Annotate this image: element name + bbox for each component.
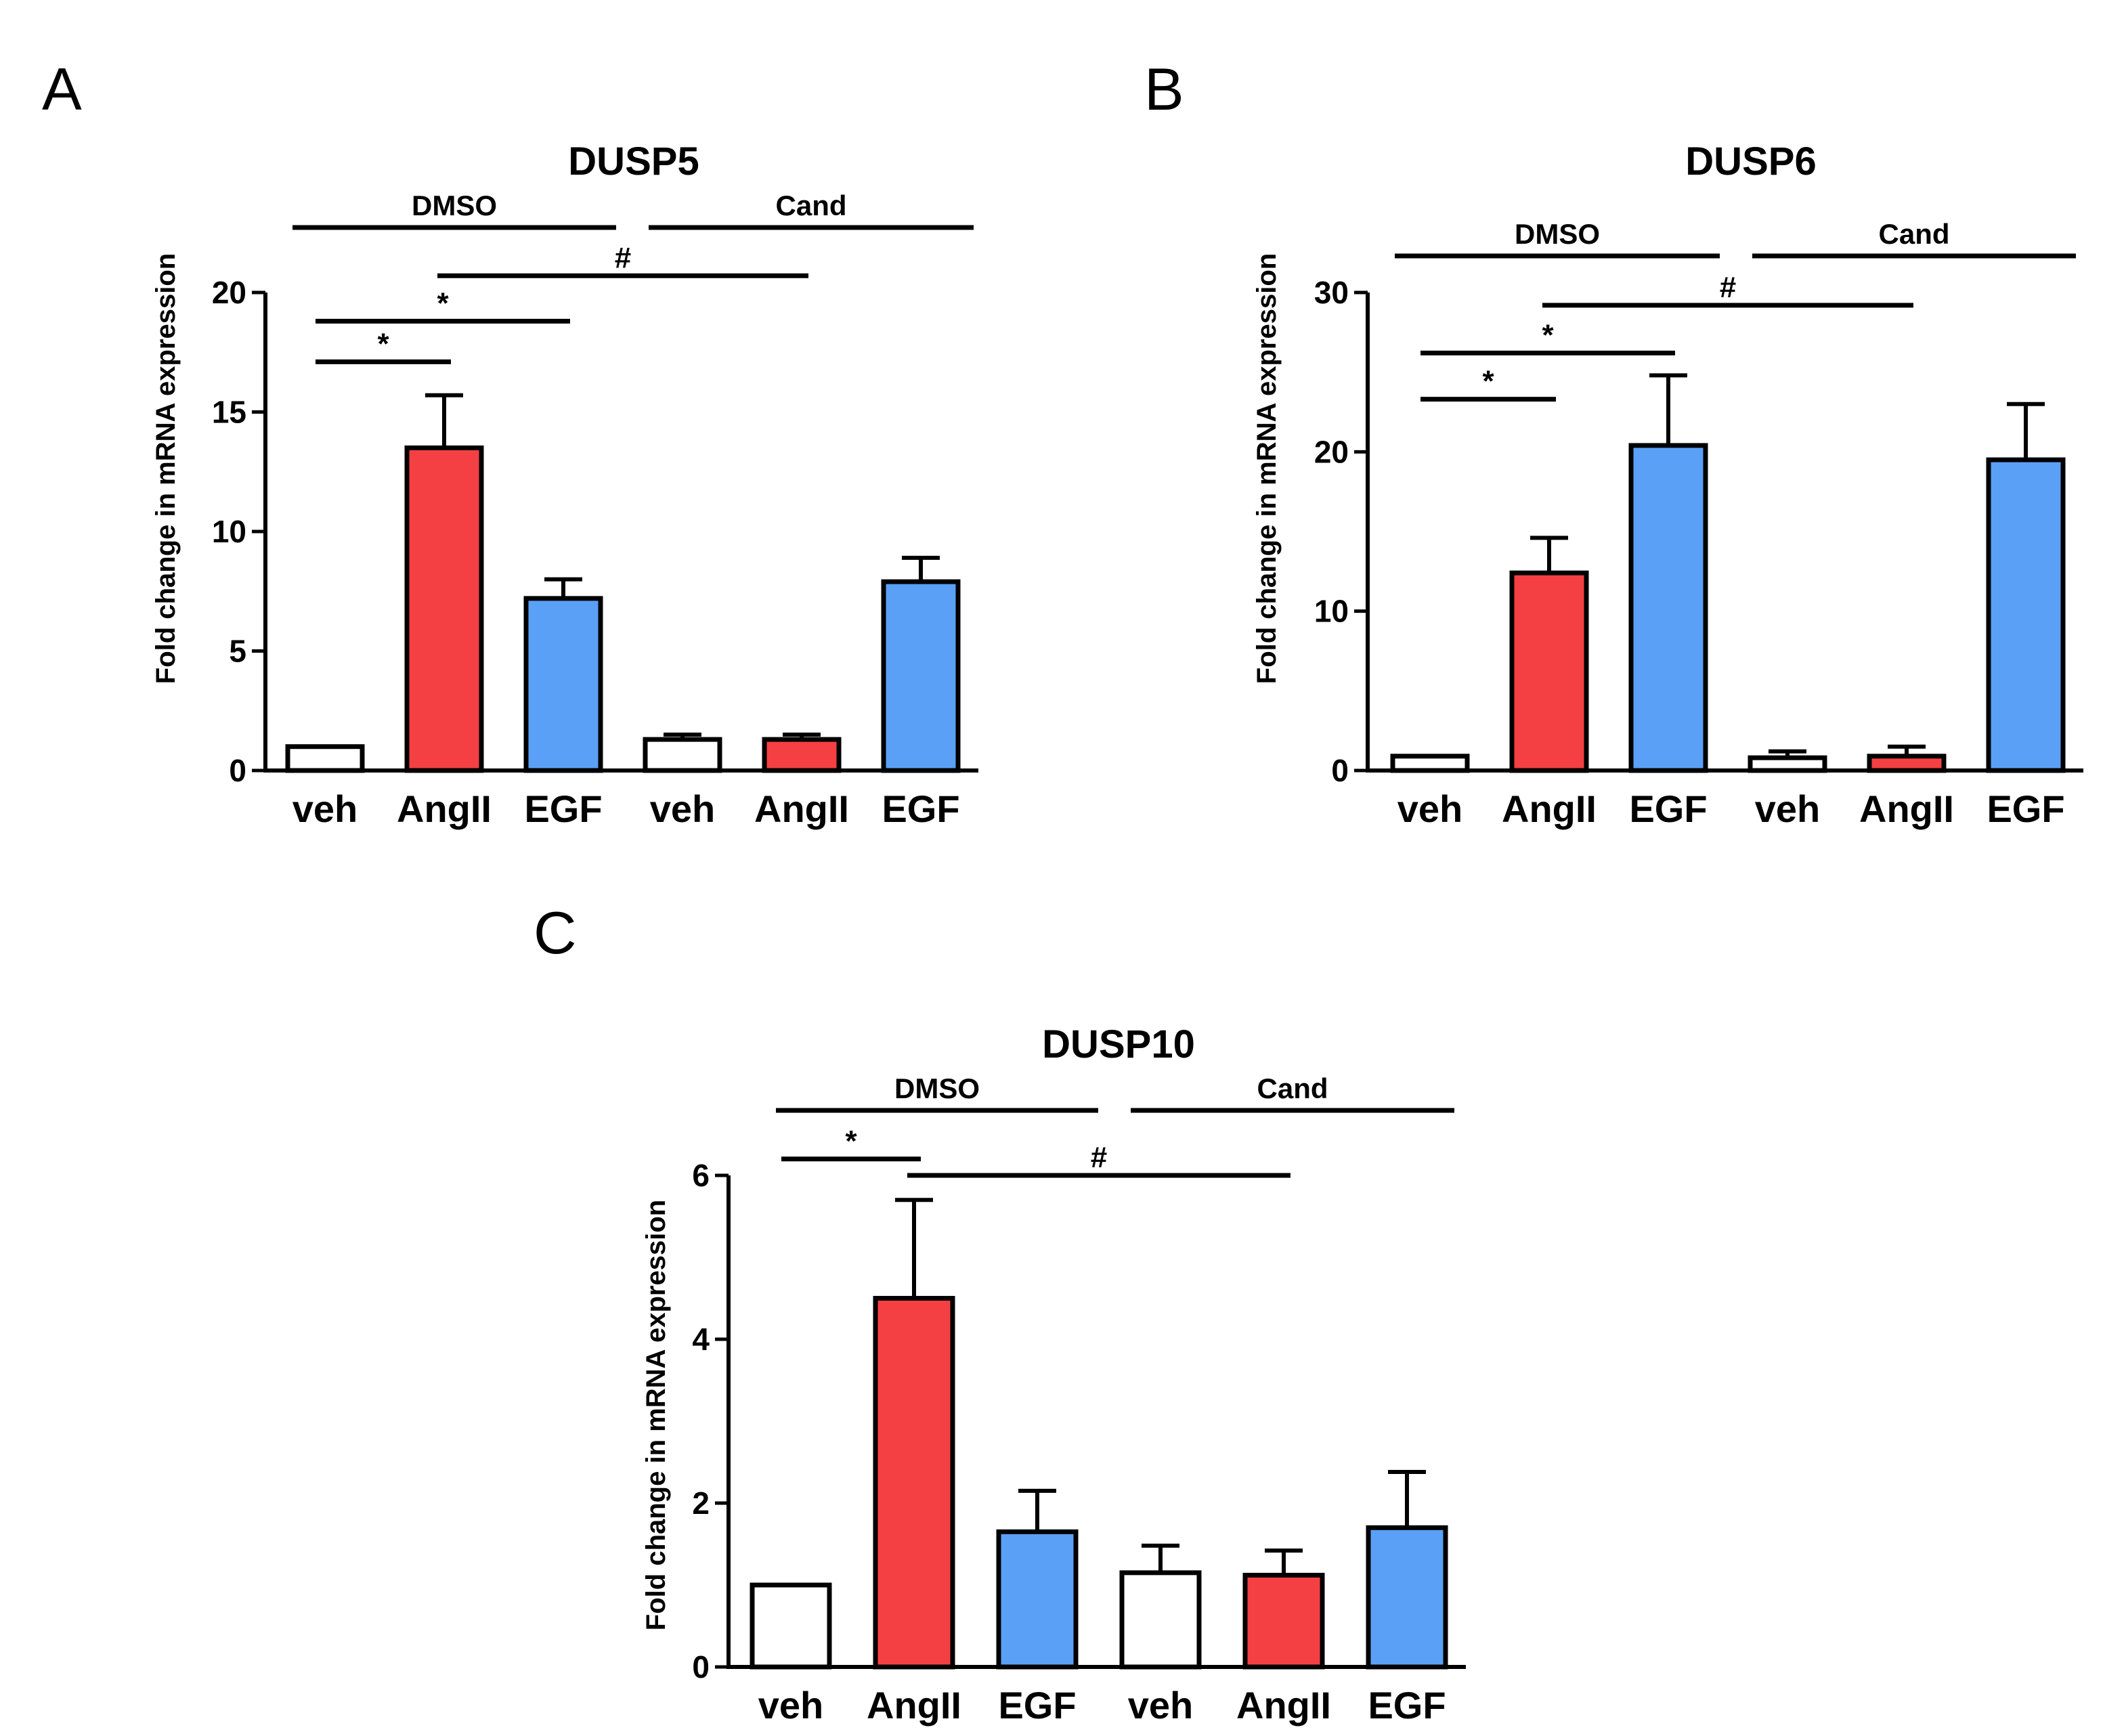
- significance-marker: *: [1542, 318, 1554, 351]
- y-tick-label: 0: [229, 753, 246, 788]
- bar: [523, 596, 603, 773]
- x-category-label: EGF: [1987, 787, 2064, 830]
- panel-letter-b: B: [1144, 56, 1184, 123]
- significance-marker: *: [377, 327, 389, 360]
- y-tick-label: 20: [1314, 434, 1349, 469]
- y-tick-label: 20: [212, 275, 246, 310]
- x-category-label: veh: [758, 1684, 824, 1727]
- group-label: DMSO: [894, 1072, 980, 1104]
- chart-title-a: DUSP5: [568, 139, 699, 183]
- chart-title-c: DUSP10: [1042, 1022, 1195, 1066]
- bar: [873, 1296, 955, 1670]
- y-tick-label: 0: [1331, 753, 1349, 788]
- y-tick-label: 5: [229, 634, 246, 669]
- panel-letter-c: C: [534, 899, 577, 966]
- significance-marker: #: [1091, 1141, 1107, 1174]
- bar: [285, 744, 365, 773]
- x-category-label: EGF: [524, 787, 602, 830]
- x-category-label: AngII: [867, 1684, 961, 1727]
- x-category-label: veh: [1128, 1684, 1194, 1727]
- bar: [1242, 1572, 1325, 1670]
- group-label: Cand: [776, 190, 847, 221]
- panel-a: A DUSP5 Fold change in mRNA expression 0…: [42, 56, 978, 830]
- y-axis-label-c: Fold change in mRNA expression: [641, 1200, 671, 1630]
- x-category-label: veh: [1397, 787, 1463, 830]
- group-label: Cand: [1257, 1072, 1328, 1104]
- x-category-label: AngII: [1236, 1684, 1331, 1727]
- x-category-label: EGF: [1368, 1684, 1446, 1727]
- x-category-label: EGF: [882, 787, 959, 830]
- bar: [404, 445, 484, 773]
- bar: [1867, 754, 1947, 773]
- plot-area-c: 0 2 4 6 veh AngII EGF veh AngII EGF DMSO Cand * #: [692, 1072, 1466, 1727]
- panel-c: C DUSP10 Fold change in mRNA expression …: [534, 899, 1466, 1727]
- x-category-label: EGF: [998, 1684, 1076, 1727]
- x-category-label: AngII: [754, 787, 849, 830]
- y-axis-label-a: Fold change in mRNA expression: [151, 253, 181, 684]
- panel-b: B DUSP6 Fold change in mRNA expression 0…: [1144, 56, 2083, 830]
- group-label: DMSO: [412, 190, 497, 221]
- bar: [881, 579, 961, 773]
- significance-marker: #: [615, 241, 631, 274]
- plot-area-b: 0 10 20 30 veh AngII EGF veh AngII EGF DMSO Cand * * #: [1314, 218, 2083, 830]
- panel-letter-a: A: [42, 56, 82, 123]
- x-category-label: AngII: [397, 787, 492, 830]
- x-category-label: veh: [292, 787, 358, 830]
- plot-area-a: 0 5 10 15 20 veh AngII EGF veh AngII EGF DMSO Cand * *…: [212, 190, 978, 830]
- y-axis-label-b: Fold change in mRNA expression: [1252, 253, 1282, 684]
- bar: [1509, 570, 1589, 773]
- bar: [1748, 755, 1827, 773]
- x-category-label: veh: [650, 787, 716, 830]
- y-tick-label: 4: [692, 1322, 710, 1357]
- significance-marker: *: [1482, 365, 1494, 398]
- y-tick-label: 2: [692, 1485, 710, 1521]
- x-category-label: veh: [1755, 787, 1821, 830]
- bar: [1119, 1570, 1202, 1670]
- bar: [1390, 754, 1470, 773]
- significance-marker: #: [1720, 271, 1736, 304]
- bar: [1366, 1525, 1448, 1670]
- bar: [1986, 457, 2066, 773]
- group-label: Cand: [1879, 218, 1950, 250]
- significance-marker: *: [437, 286, 449, 320]
- chart-title-b: DUSP6: [1685, 139, 1816, 183]
- x-category-label: EGF: [1629, 787, 1707, 830]
- group-label: DMSO: [1515, 218, 1600, 250]
- bar: [643, 737, 722, 773]
- y-tick-label: 30: [1314, 275, 1349, 310]
- bar: [762, 737, 842, 773]
- bar: [750, 1582, 832, 1670]
- y-tick-label: 6: [692, 1158, 710, 1193]
- x-category-label: AngII: [1502, 787, 1597, 830]
- x-category-label: AngII: [1859, 787, 1954, 830]
- y-tick-label: 0: [692, 1649, 710, 1685]
- bar: [1628, 443, 1708, 773]
- significance-marker: *: [845, 1125, 857, 1158]
- y-tick-label: 10: [1314, 594, 1349, 629]
- bar: [996, 1529, 1079, 1670]
- y-tick-label: 15: [212, 395, 246, 430]
- y-tick-label: 10: [212, 514, 246, 549]
